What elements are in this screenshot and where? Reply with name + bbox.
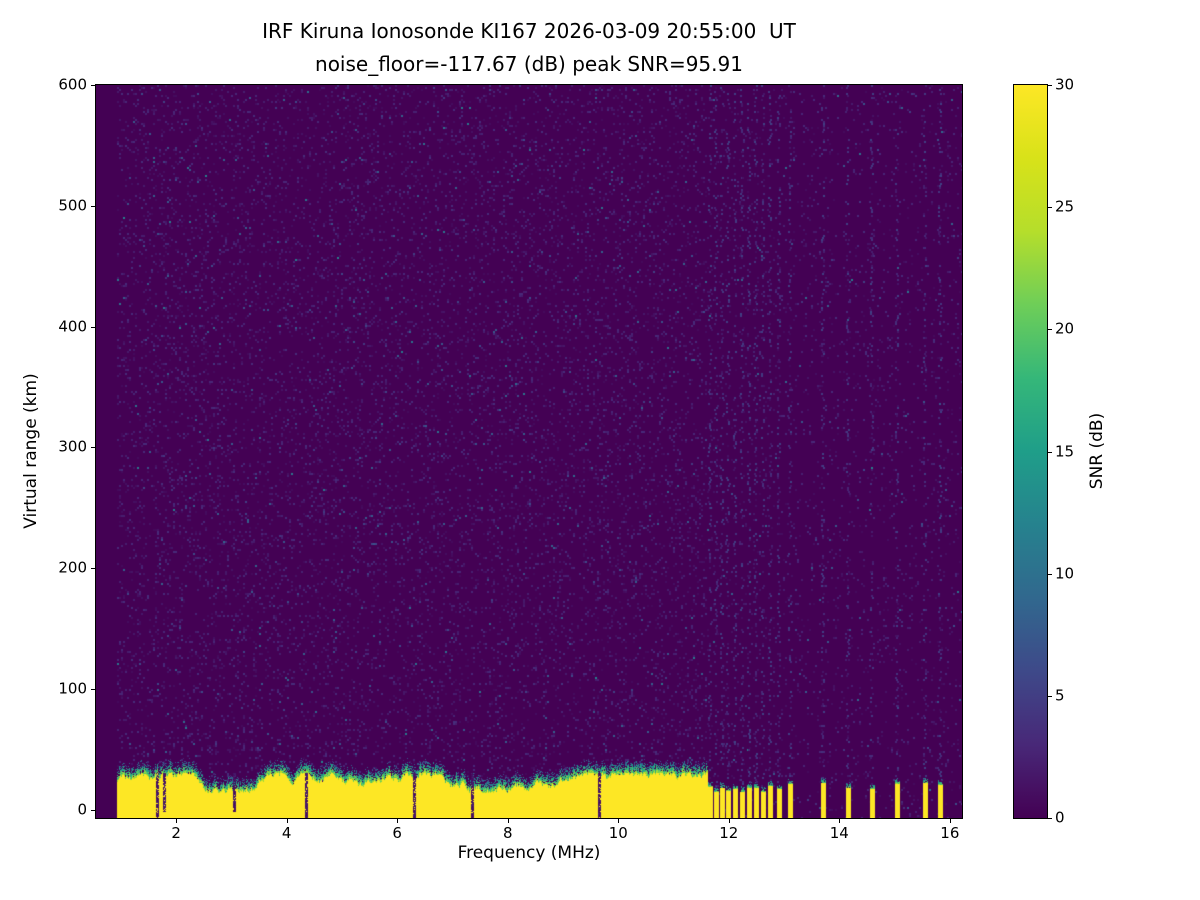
colorbar-label: SNR (dB) [1087, 412, 1107, 490]
colorbar-tick-mark [1048, 818, 1052, 819]
x-tick-label: 16 [940, 824, 960, 842]
chart-title: IRF Kiruna Ionosonde KI167 2026-03-09 20… [262, 19, 796, 43]
y-tick-mark [91, 809, 95, 811]
x-axis-label: Frequency (MHz) [457, 843, 601, 863]
colorbar-tick-label: 0 [1055, 808, 1065, 827]
y-axis-label: Virtual range (km) [21, 373, 41, 529]
colorbar-tick-mark [1048, 85, 1052, 86]
x-tick-mark [397, 819, 399, 823]
x-tick-label: 8 [502, 824, 513, 842]
y-tick-label: 200 [58, 558, 87, 577]
colorbar-tick-mark [1048, 451, 1052, 453]
colorbar [1013, 84, 1048, 819]
x-tick-label: 6 [392, 824, 402, 842]
x-tick-mark [728, 819, 730, 823]
x-tick-mark [176, 819, 178, 823]
x-tick-mark [286, 819, 288, 823]
y-tick-label: 500 [58, 196, 87, 215]
x-tick-label: 14 [829, 824, 849, 842]
y-tick-label: 0 [77, 800, 87, 819]
x-tick-mark [949, 819, 951, 823]
y-tick-mark [91, 85, 95, 86]
x-tick-label: 2 [171, 824, 181, 842]
y-tick-mark [91, 688, 95, 690]
chart-subtitle: noise_floor=-117.67 (dB) peak SNR=95.91 [315, 52, 743, 76]
x-tick-mark [507, 819, 509, 823]
y-tick-mark [91, 447, 95, 449]
colorbar-tick-label: 20 [1055, 319, 1075, 338]
colorbar-tick-label: 15 [1055, 442, 1075, 460]
x-tick-label: 4 [281, 824, 292, 842]
ionogram-heatmap [95, 84, 963, 819]
colorbar-tick-label: 30 [1055, 75, 1075, 94]
y-tick-label: 300 [58, 437, 87, 456]
colorbar-tick-label: 10 [1055, 564, 1075, 583]
y-tick-mark [91, 205, 95, 207]
x-tick-label: 10 [608, 824, 628, 842]
x-tick-mark [839, 819, 841, 823]
y-tick-label: 100 [58, 679, 87, 698]
colorbar-tick-mark [1048, 329, 1052, 331]
colorbar-tick-mark [1048, 695, 1052, 697]
y-tick-label: 400 [58, 317, 87, 336]
colorbar-tick-label: 5 [1055, 686, 1065, 705]
x-tick-label: 12 [719, 824, 739, 842]
y-tick-label: 600 [58, 75, 87, 94]
y-tick-mark [91, 568, 95, 570]
colorbar-tick-mark [1048, 573, 1052, 575]
colorbar-tick-label: 25 [1055, 197, 1075, 216]
x-tick-mark [618, 819, 620, 823]
colorbar-tick-mark [1048, 207, 1052, 209]
y-tick-mark [91, 326, 95, 328]
